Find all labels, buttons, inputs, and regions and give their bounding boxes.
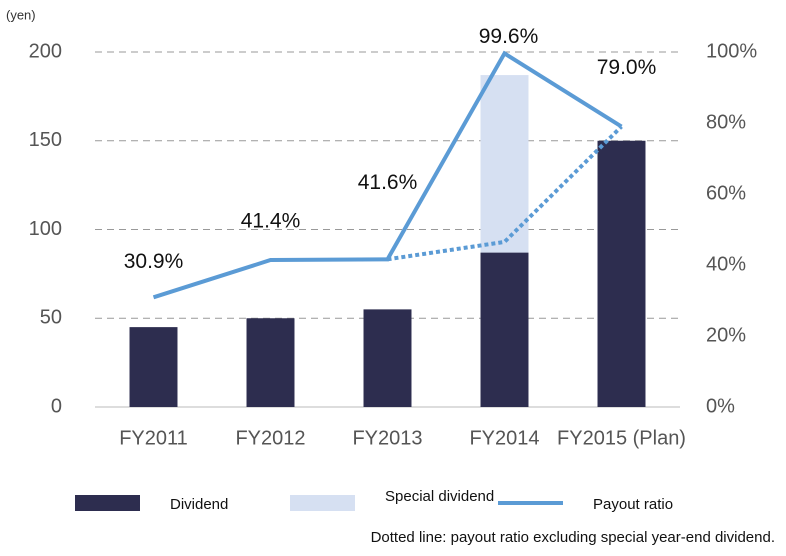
y2-tick-label: 60% [706, 182, 746, 204]
y-unit: (yen) [6, 7, 36, 22]
y2-tick-label: 40% [706, 253, 746, 275]
x-tick-label: FY2013 [352, 427, 422, 449]
legend-label: Special dividend [385, 488, 494, 505]
data-label: 30.9% [124, 250, 184, 273]
y2-tick-label: 80% [706, 111, 746, 133]
legend-label: Dividend [170, 496, 228, 513]
note: Dotted line: payout ratio excluding spec… [371, 529, 775, 546]
bar [129, 327, 178, 407]
legend-swatch [290, 495, 355, 511]
x-tick-label: FY2014 [469, 427, 539, 449]
y2-tick-label: 100% [706, 40, 757, 62]
data-label: 41.4% [241, 210, 301, 233]
y-tick-label: 0 [51, 395, 62, 417]
line [152, 50, 623, 300]
y2-tick-label: 20% [706, 324, 746, 346]
x-tick-label: FY2015 (Plan) [557, 427, 686, 449]
data-label: 99.6% [479, 25, 539, 48]
data-label: 79.0% [597, 56, 657, 79]
bar [480, 252, 529, 407]
x-tick-label: FY2011 [119, 427, 188, 449]
bar [480, 75, 529, 253]
y2-tick-label: 0% [706, 395, 735, 417]
x-tick-label: FY2012 [235, 427, 305, 449]
y-tick-label: 50 [40, 307, 62, 329]
dotted-line [387, 125, 623, 262]
y-tick-label: 150 [29, 129, 62, 151]
legend-label: Payout ratio [593, 496, 673, 513]
bar [246, 318, 295, 407]
legend-swatch [75, 495, 140, 511]
bar [363, 309, 412, 407]
y-tick-label: 200 [29, 40, 62, 62]
y-tick-label: 100 [29, 218, 62, 240]
bar [597, 140, 646, 407]
data-label: 41.6% [358, 171, 418, 194]
